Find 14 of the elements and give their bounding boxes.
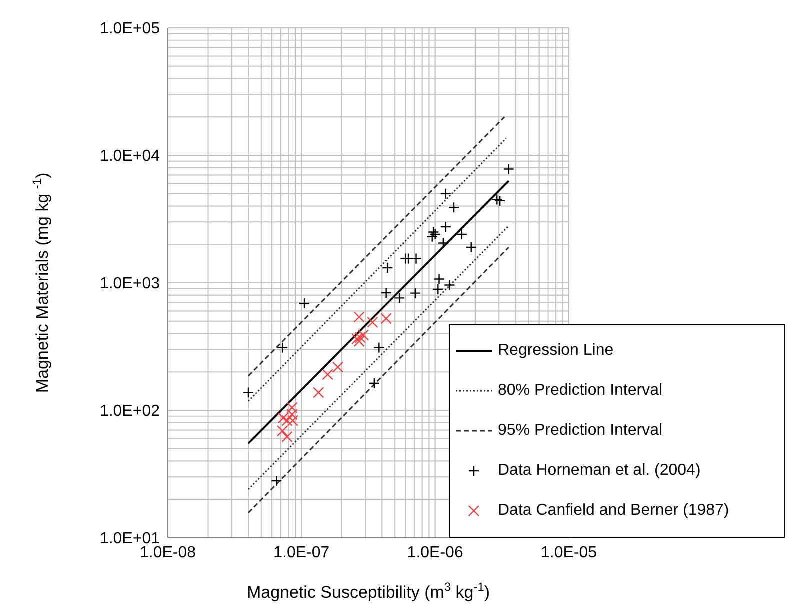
legend-label: Data Horneman et al. (2004) [498, 462, 701, 480]
x-tick-label: 1.0E-07 [274, 544, 330, 562]
x-tick-label: 1.0E-06 [407, 544, 464, 562]
x-tick-label: 1.0E-08 [140, 544, 196, 562]
x-axis-title: Magnetic Susceptibility (m$^{3}$ kg$^{-1}$) [246, 580, 490, 602]
x-tick-label: 1.0E-05 [540, 544, 598, 562]
y-tick-label: 1.0E+04 [100, 148, 160, 166]
legend-label: 80% Prediction Interval [498, 382, 663, 400]
legend-label: Regression Line [498, 342, 614, 360]
y-tick-label: 1.0E+03 [100, 276, 160, 293]
y-tick-label: 1.0E+02 [100, 403, 160, 420]
y-tick-label: 1.0E+05 [100, 20, 160, 38]
legend-label: Data Canfield and Berner (1987) [498, 502, 730, 520]
legend-label: 95% Prediction Interval [498, 422, 663, 440]
